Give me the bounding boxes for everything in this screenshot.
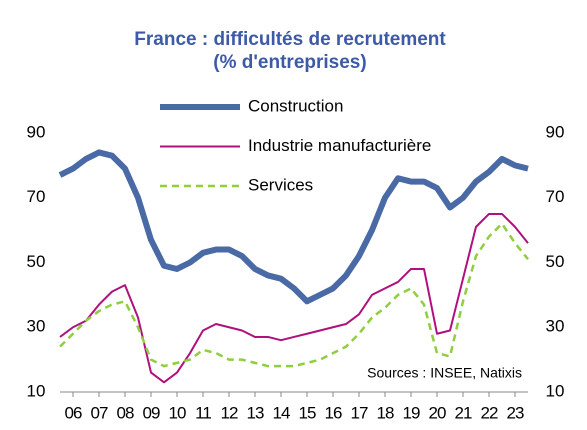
series-line <box>59 212 529 384</box>
x-tick-label: 20 <box>429 403 446 422</box>
x-tick-label: 10 <box>169 403 186 422</box>
y2-tick-label: 10 <box>546 381 565 400</box>
x-tick-label: 09 <box>143 403 160 422</box>
y-tick-label: 90 <box>27 122 46 141</box>
x-tick-label: 15 <box>299 403 316 422</box>
x-tick-label: 12 <box>221 403 238 422</box>
x-tick-label: 07 <box>91 403 108 422</box>
x-tick-label: 13 <box>247 403 264 422</box>
x-tick-label: 23 <box>507 403 524 422</box>
x-tick-label: 14 <box>273 403 290 422</box>
y-tick-label: 70 <box>27 187 46 206</box>
legend-label: Construction <box>248 96 343 115</box>
x-tick-label: 18 <box>377 403 394 422</box>
chart-title: France : difficultés de recrutement <box>134 29 446 50</box>
x-tick-label: 22 <box>481 403 498 422</box>
y-tick-label: 10 <box>27 381 46 400</box>
x-tick-label: 19 <box>403 403 420 422</box>
x-tick-label: 17 <box>351 403 368 422</box>
y2-tick-label: 30 <box>546 317 565 336</box>
y-tick-label: 50 <box>27 252 46 271</box>
legend-label: Services <box>248 175 313 194</box>
y2-tick-label: 70 <box>546 187 565 206</box>
x-tick-label: 21 <box>455 403 472 422</box>
series-line <box>59 222 529 368</box>
series-line <box>58 149 529 305</box>
x-tick-label: 11 <box>195 403 211 422</box>
x-tick-label: 16 <box>325 403 342 422</box>
x-tick-label: 08 <box>117 403 134 422</box>
y2-tick-label: 90 <box>546 122 565 141</box>
source-note: Sources : INSEE, Natixis <box>367 365 522 381</box>
legend-label: Industrie manufacturière <box>248 136 431 155</box>
chart-title: (% d'entreprises) <box>213 52 366 73</box>
y-tick-label: 30 <box>27 317 46 336</box>
y2-tick-label: 50 <box>546 252 565 271</box>
x-tick-label: 06 <box>65 403 82 422</box>
